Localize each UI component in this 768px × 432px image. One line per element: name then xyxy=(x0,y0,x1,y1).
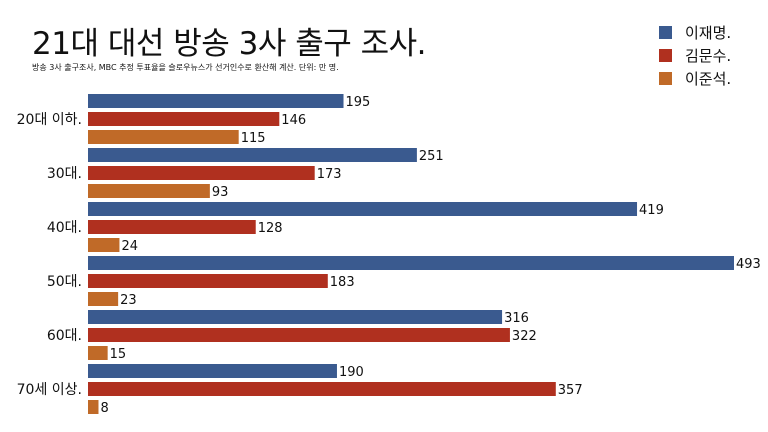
category-label: 20대 이하. xyxy=(17,112,82,128)
bar xyxy=(88,274,328,288)
category-label: 50대. xyxy=(47,274,82,290)
bar-value-label: 419 xyxy=(639,203,664,218)
bar xyxy=(88,166,315,180)
bar xyxy=(88,148,417,162)
bar-value-label: 8 xyxy=(100,401,108,416)
bar xyxy=(88,382,556,396)
bar-value-label: 357 xyxy=(558,383,583,398)
chart-subtitle: 방송 3사 출구조사, MBC 추정 투표율을 슬로우뉴스가 선거인수로 환산해… xyxy=(32,63,339,72)
category-label: 30대. xyxy=(47,166,82,182)
bar xyxy=(88,238,120,252)
bar-value-label: 316 xyxy=(504,311,529,326)
legend-swatch-series-3 xyxy=(659,72,672,85)
legend-swatch-series-2 xyxy=(659,49,672,62)
bar-value-label: 128 xyxy=(258,221,283,236)
bar xyxy=(88,364,337,378)
bar xyxy=(88,202,638,216)
bar-value-label: 195 xyxy=(346,95,371,110)
bar-value-label: 15 xyxy=(110,347,127,362)
bar-value-label: 24 xyxy=(121,239,138,254)
legend-item-series-2: 김문수. xyxy=(659,44,731,67)
legend-label-series-3: 이준석. xyxy=(685,70,732,88)
legend-item-series-1: 이재명. xyxy=(659,21,731,44)
bar xyxy=(88,220,256,234)
bar xyxy=(88,328,510,342)
bar-value-label: 146 xyxy=(281,113,306,128)
bar xyxy=(88,94,344,108)
bar-value-label: 183 xyxy=(330,275,355,290)
category-label: 40대. xyxy=(47,220,82,236)
legend-label-series-1: 이재명. xyxy=(685,24,732,42)
bar-value-label: 173 xyxy=(317,167,342,182)
bar-value-label: 23 xyxy=(120,293,137,308)
bar xyxy=(88,292,119,306)
bar-value-label: 493 xyxy=(736,257,761,272)
bar-value-label: 251 xyxy=(419,149,444,164)
category-label: 60대. xyxy=(47,328,82,344)
bar xyxy=(88,400,99,414)
bar-value-label: 93 xyxy=(212,185,229,200)
bar xyxy=(88,310,503,324)
legend-swatch-series-1 xyxy=(659,26,672,39)
bar xyxy=(88,184,210,198)
bar-value-label: 322 xyxy=(512,329,537,344)
bar-value-label: 115 xyxy=(241,131,266,146)
bar xyxy=(88,130,239,144)
bar-value-label: 190 xyxy=(339,365,364,380)
bar xyxy=(88,256,734,270)
legend: 이재명. 김문수. 이준석. xyxy=(659,21,731,90)
legend-item-series-3: 이준석. xyxy=(659,67,731,90)
legend-label-series-2: 김문수. xyxy=(685,47,732,65)
bar xyxy=(88,346,108,360)
category-label: 70세 이상. xyxy=(17,382,82,398)
chart-title: 21대 대선 방송 3사 출구 조사. xyxy=(32,26,427,62)
bar xyxy=(88,112,280,126)
